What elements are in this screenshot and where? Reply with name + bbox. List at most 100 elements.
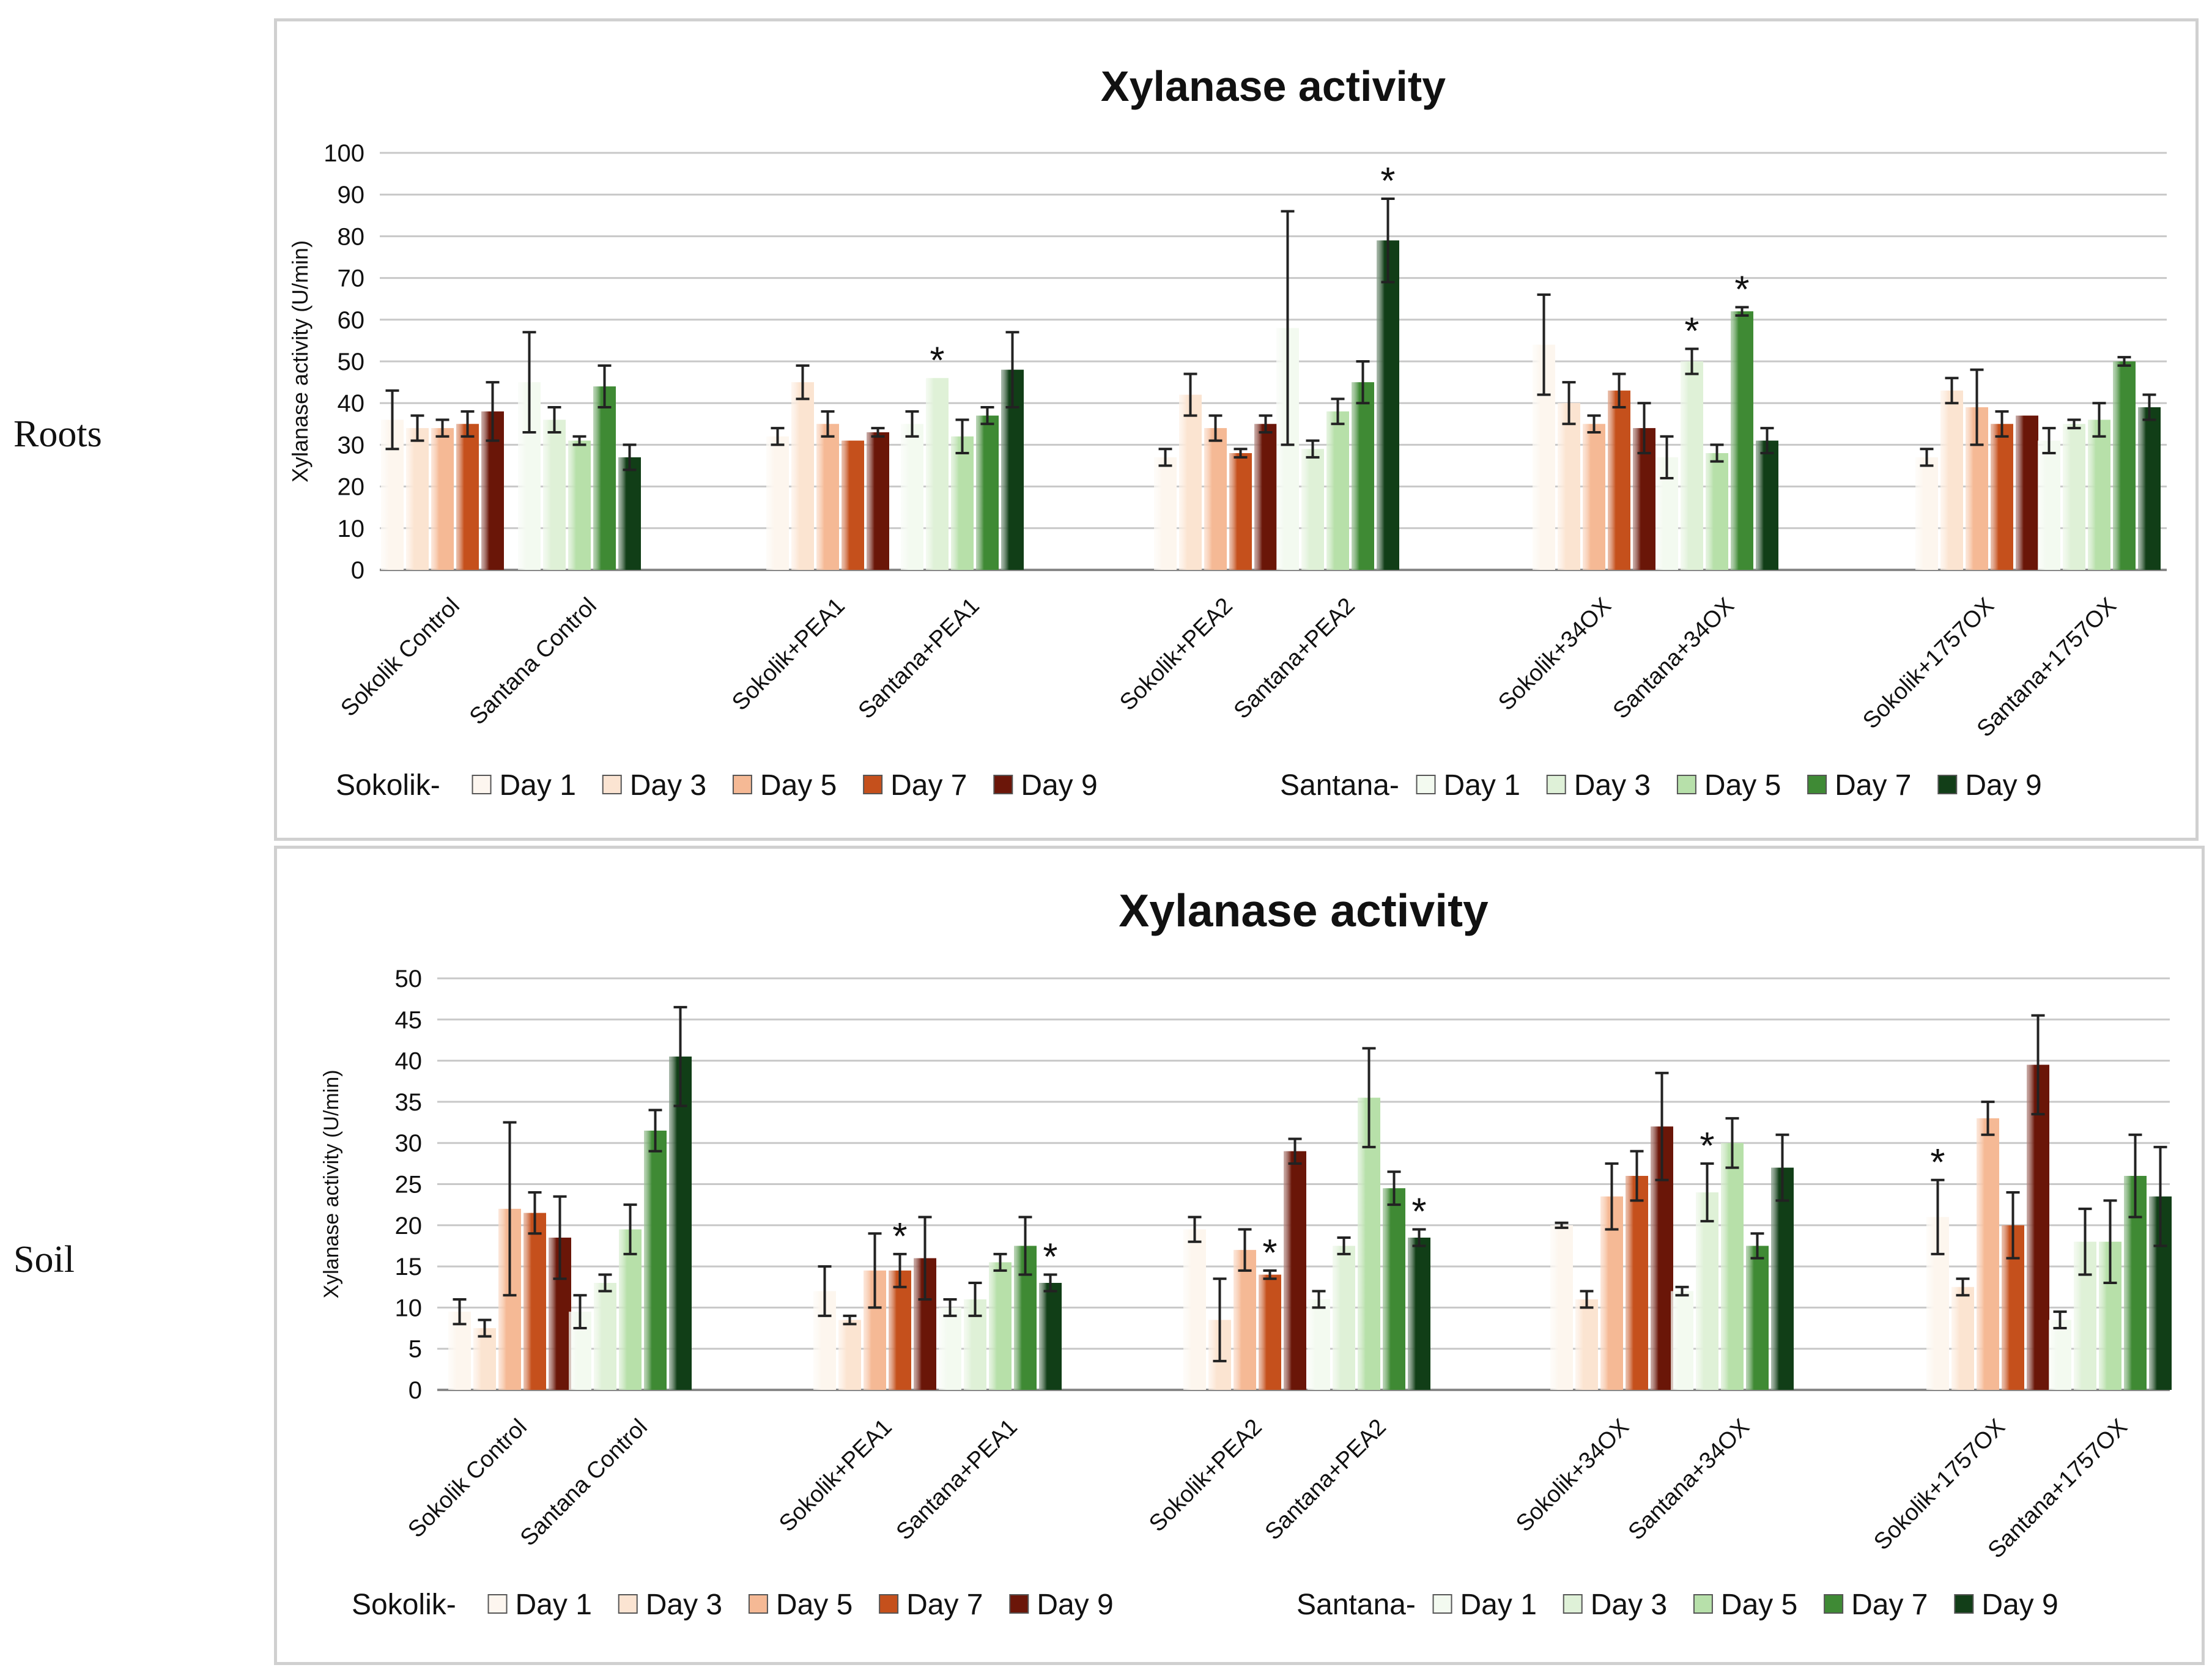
soil-significance-asterisk: * [1930, 1142, 1945, 1184]
soil-bar-group [1208, 1277, 1231, 1390]
roots-bar-fill [816, 424, 839, 570]
roots-bar-fill [901, 424, 923, 570]
soil-category-label: Santana+PEA2 [1260, 1414, 1391, 1545]
roots-category-label: Sokolik Control [336, 593, 464, 722]
roots-ytick-label: 70 [338, 265, 365, 292]
roots-bar-group [791, 364, 814, 570]
roots-ytick-label: 0 [351, 557, 364, 584]
roots-bar-group [1966, 368, 1988, 570]
soil-bar-group [2099, 1199, 2121, 1390]
roots-ytick-label: 100 [324, 140, 364, 167]
roots-bar [867, 432, 889, 570]
roots-bar-group [2016, 415, 2038, 570]
roots-bar [1706, 453, 1728, 570]
soil-bar [939, 1307, 961, 1390]
roots-bar-fill [926, 378, 949, 570]
soil-bar-group [2002, 1191, 2024, 1390]
roots-category-label: Sokolik+1757OX [1858, 593, 1999, 734]
roots-bar [1154, 457, 1177, 570]
soil-bar-fill [1408, 1237, 1430, 1390]
roots-bar-group [1179, 372, 1202, 570]
roots-bar-fill [842, 440, 864, 570]
roots-bar [1352, 382, 1374, 570]
roots-bar-group [951, 418, 974, 570]
roots-bar-fill [593, 386, 616, 570]
soil-legend-swatch [1954, 1594, 1974, 1614]
roots-bar [1254, 424, 1277, 570]
soil-bar [1671, 1291, 1693, 1390]
soil-bar-group [813, 1265, 836, 1390]
soil-bar-group [1550, 1221, 1573, 1390]
roots-bar-group [1276, 210, 1299, 570]
soil-bar-fill [939, 1307, 961, 1390]
soil-bar-group [2124, 1133, 2147, 1390]
roots-bar-group [766, 427, 789, 570]
roots-bar-group [1991, 410, 2013, 570]
soil-ytick-label: 20 [395, 1213, 423, 1239]
roots-significance-asterisk: * [1734, 268, 1749, 311]
soil-bar [619, 1229, 642, 1390]
roots-bar-fill [2063, 424, 2085, 570]
soil-bar-group [1408, 1228, 1430, 1390]
roots-bar-group [2113, 356, 2136, 570]
roots-bar-group [1583, 414, 1605, 570]
soil-bar [1039, 1283, 1062, 1390]
roots-legend-entry: Day 9 [1965, 769, 2041, 802]
soil-bar-group [1358, 1047, 1380, 1390]
roots-bar-group [1915, 448, 1938, 570]
roots-category-label: Santana+34OX [1608, 593, 1739, 724]
soil-legend-swatch [487, 1594, 508, 1614]
soil-bar-fill [1575, 1299, 1598, 1390]
roots-legend-swatch [472, 775, 492, 794]
soil-legend: Sokolik- Day 1 Day 3 Day 5 Day 7 Day 9 Santana… [352, 1589, 2058, 1621]
soil-legend-group-label: Sokolik- [352, 1589, 456, 1621]
roots-bar-group [1154, 448, 1177, 570]
roots-bar-fill [1179, 394, 1202, 570]
soil-bar-group [1721, 1117, 1744, 1390]
roots-bar [1991, 424, 2013, 570]
soil-bar-fill [1308, 1299, 1330, 1390]
roots-bar-group [618, 443, 641, 570]
roots-bar-group [1352, 360, 1374, 570]
soil-bar [1550, 1225, 1573, 1390]
roots-ytick-label: 60 [338, 307, 365, 334]
roots-bar-group [1940, 377, 1963, 570]
roots-bar-fill [431, 428, 454, 570]
soil-legend-entry: Day 7 [906, 1589, 983, 1621]
roots-bar [406, 428, 429, 570]
roots-bar-fill [1377, 240, 1399, 571]
soil-bar-group [1014, 1216, 1037, 1390]
roots-category-label: Sokolik+PEA1 [727, 593, 850, 716]
roots-ytick-label: 80 [338, 223, 365, 250]
soil-ytick-label: 35 [395, 1089, 423, 1116]
roots-bar-group [1706, 443, 1728, 570]
roots-bar [1940, 390, 1963, 570]
roots-bar [791, 382, 814, 570]
roots-legend: Sokolik- Day 1 Day 3 Day 5 Day 7 Day 9 Santana… [336, 769, 2042, 802]
roots-bar [618, 457, 641, 570]
soil-legend-entry: Day 9 [1981, 1589, 2058, 1621]
roots-bar-group [593, 364, 616, 570]
soil-bar [1977, 1118, 1999, 1390]
soil-legend-swatch [1563, 1594, 1583, 1614]
roots-bar-fill [568, 440, 591, 570]
soil-bar-fill [838, 1320, 861, 1390]
roots-bar-fill [2038, 440, 2060, 570]
soil-bar-group [1600, 1162, 1623, 1390]
roots-bar-group [1254, 414, 1277, 570]
roots-bar-fill [543, 419, 566, 570]
roots-bar-group [543, 406, 566, 570]
soil-bar [1284, 1151, 1306, 1390]
roots-category-label: Sokolik+34OX [1493, 593, 1616, 716]
soil-bar-fill [2027, 1065, 2049, 1390]
soil-bar-group [619, 1203, 642, 1390]
roots-bar-fill [1254, 424, 1277, 570]
soil-bar-group [1575, 1290, 1598, 1390]
soil-bar-fill [1696, 1192, 1718, 1390]
soil-ytick-label: 40 [395, 1048, 423, 1075]
roots-legend-entry: Day 1 [1444, 769, 1520, 802]
soil-bar-group [1771, 1133, 1794, 1390]
soil-bar [989, 1262, 1012, 1390]
roots-ylabel: Xylanase activity (U/min) [287, 240, 313, 482]
roots-bar [1915, 457, 1938, 570]
